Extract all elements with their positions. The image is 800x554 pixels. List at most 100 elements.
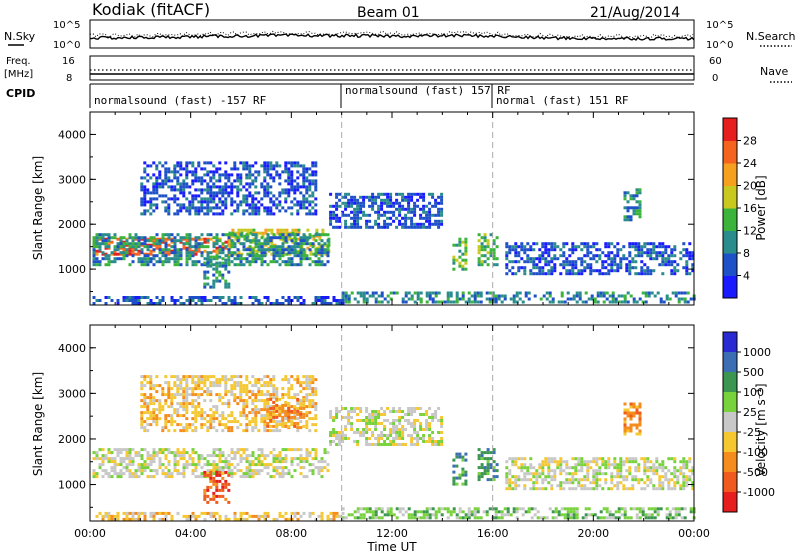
- echo-cell: [209, 384, 213, 388]
- echo-cell: [565, 463, 569, 467]
- echo-cell: [113, 248, 117, 252]
- echo-cell: [224, 188, 228, 192]
- echo-cell: [161, 248, 165, 252]
- echo-cell: [242, 390, 246, 394]
- echo-cell: [446, 294, 450, 298]
- echo-cell: [125, 254, 129, 258]
- echo-cell: [526, 254, 530, 258]
- echo-cell: [224, 182, 228, 186]
- echo-cell: [422, 207, 426, 211]
- echo-cell: [284, 200, 288, 204]
- echo-cell: [422, 225, 426, 229]
- echo-cell: [428, 422, 432, 425]
- echo-cell: [158, 463, 162, 467]
- echo-cell: [483, 233, 487, 237]
- echo-cell: [649, 272, 653, 276]
- echo-cell: [410, 443, 414, 446]
- echo-cell: [290, 420, 294, 424]
- echo-cell: [233, 296, 237, 299]
- echo-cell: [610, 242, 614, 246]
- echo-cell: [218, 255, 222, 259]
- echo-cell: [254, 417, 258, 421]
- echo-cell: [395, 419, 399, 422]
- echo-cell: [245, 209, 249, 213]
- echo-cell: [257, 248, 261, 252]
- echo-cell: [341, 516, 345, 520]
- echo-cell: [631, 260, 635, 264]
- echo-cell: [107, 511, 111, 515]
- echo-cell: [634, 469, 638, 473]
- echo-cell: [407, 204, 411, 208]
- echo-cell: [646, 254, 650, 258]
- echo-cell: [215, 279, 219, 283]
- echo-cell: [590, 294, 594, 298]
- echo-cell: [386, 434, 390, 437]
- echo-cell: [224, 497, 228, 501]
- echo-cell: [623, 429, 627, 433]
- echo-cell: [583, 463, 587, 467]
- echo-cell: [155, 191, 159, 195]
- echo-cell: [296, 426, 300, 430]
- echo-cell: [635, 513, 639, 517]
- echo-cell: [95, 263, 99, 267]
- echo-cell: [227, 296, 231, 299]
- echo-cell: [143, 242, 147, 246]
- echo-cell: [571, 251, 575, 255]
- echo-cell: [508, 245, 512, 249]
- echo-cell: [92, 245, 96, 249]
- echo-cell: [128, 451, 132, 455]
- echo-cell: [254, 191, 258, 195]
- echo-cell: [203, 417, 207, 421]
- echo-cell: [266, 472, 270, 476]
- echo-cell: [233, 454, 237, 458]
- echo-cell: [245, 414, 249, 418]
- echo-cell: [113, 514, 117, 518]
- echo-cell: [485, 513, 489, 517]
- echo-cell: [270, 252, 274, 256]
- echo-cell: [574, 260, 578, 264]
- echo-cell: [431, 192, 435, 196]
- echo-cell: [497, 516, 501, 520]
- echo-cell: [257, 448, 261, 452]
- echo-cell: [559, 466, 563, 470]
- echo-cell: [182, 203, 186, 207]
- echo-cell: [341, 296, 345, 299]
- echo-cell: [164, 182, 168, 186]
- echo-cell: [356, 440, 360, 443]
- echo-cell: [652, 242, 656, 246]
- echo-cell: [221, 191, 225, 195]
- echo-cell: [158, 399, 162, 403]
- echo-cell: [398, 431, 402, 434]
- echo-cell: [658, 487, 662, 491]
- echo-cell: [392, 428, 396, 431]
- echo-cell: [245, 384, 249, 388]
- echo-cell: [332, 204, 336, 208]
- echo-cell: [676, 469, 680, 473]
- echo-cell: [514, 242, 518, 246]
- echo-cell: [239, 511, 243, 515]
- echo-cell: [293, 197, 297, 201]
- echo-cell: [596, 294, 600, 298]
- echo-cell: [212, 273, 216, 277]
- echo-cell: [149, 302, 153, 305]
- freq-panel-frame: [89, 55, 695, 81]
- echo-cell: [251, 212, 255, 216]
- echo-cell: [511, 460, 515, 464]
- echo-cell: [607, 263, 611, 267]
- echo-cell: [194, 239, 198, 243]
- echo-cell: [179, 302, 183, 305]
- echo-cell: [440, 425, 444, 428]
- echo-cell: [431, 416, 435, 419]
- echo-cell: [674, 513, 678, 517]
- echo-cell: [194, 451, 198, 455]
- echo-cell: [428, 201, 432, 205]
- echo-cell: [179, 239, 183, 243]
- echo-cell: [264, 228, 268, 232]
- echo-cell: [494, 297, 498, 301]
- echo-cell: [302, 257, 306, 261]
- echo-cell: [185, 375, 189, 379]
- echo-cell: [670, 487, 674, 491]
- echo-cell: [260, 414, 264, 418]
- echo-cell: [164, 176, 168, 180]
- echo-cell: [98, 245, 102, 249]
